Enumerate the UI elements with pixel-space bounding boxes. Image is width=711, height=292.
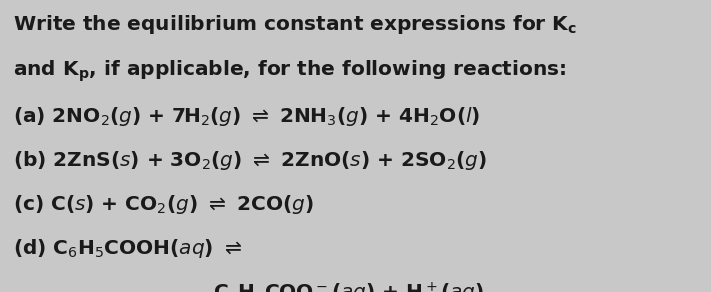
Text: (b) 2ZnS($s$) + 3O$_2$($g$) $\rightleftharpoons$ 2ZnO($s$) + 2SO$_2$($g$): (b) 2ZnS($s$) + 3O$_2$($g$) $\rightlefth…: [13, 149, 487, 172]
Text: (d) C$_6$H$_5$COOH($aq$) $\rightleftharpoons$: (d) C$_6$H$_5$COOH($aq$) $\rightleftharp…: [13, 237, 242, 260]
Text: (c) C($s$) + CO$_2$($g$) $\rightleftharpoons$ 2CO($g$): (c) C($s$) + CO$_2$($g$) $\rightleftharp…: [13, 193, 314, 216]
Text: (a) 2NO$_2$($g$) + 7H$_2$($g$) $\rightleftharpoons$ 2NH$_3$($g$) + 4H$_2$O($l$): (a) 2NO$_2$($g$) + 7H$_2$($g$) $\rightle…: [13, 105, 480, 128]
Text: and $\mathbf{K_p}$, if applicable, for the following reactions:: and $\mathbf{K_p}$, if applicable, for t…: [13, 58, 566, 84]
Text: C$_6$H$_5$COO$^-$($aq$) + H$^+$($aq$): C$_6$H$_5$COO$^-$($aq$) + H$^+$($aq$): [213, 280, 484, 292]
Text: Write the equilibrium constant expressions for $\mathbf{K_c}$: Write the equilibrium constant expressio…: [13, 13, 577, 36]
